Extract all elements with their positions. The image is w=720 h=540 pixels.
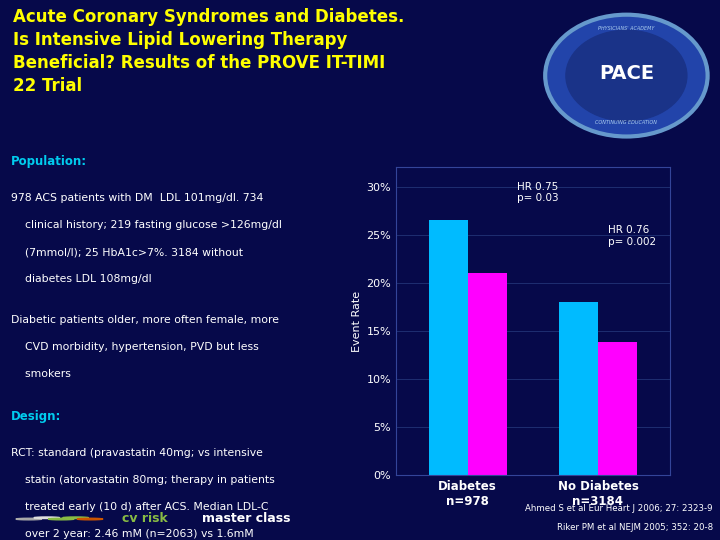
Text: Acute Coronary Syndromes and Diabetes.
Is Intensive Lipid Lowering Therapy
Benef: Acute Coronary Syndromes and Diabetes. I… [12,8,404,95]
Text: cv risk: cv risk [122,512,168,525]
Text: 978 ACS patients with DM  LDL 101mg/dl. 734: 978 ACS patients with DM LDL 101mg/dl. 7… [11,193,264,204]
Circle shape [48,518,74,520]
Y-axis label: Event Rate: Event Rate [352,291,362,352]
Circle shape [34,517,60,518]
Bar [598,342,637,475]
Text: PACE: PACE [599,64,654,83]
Text: RCT: standard (pravastatin 40mg; vs intensive: RCT: standard (pravastatin 40mg; vs inte… [11,448,263,458]
Text: PHYSICIANS' ACADEMY: PHYSICIANS' ACADEMY [598,26,654,31]
Bar [559,302,598,475]
Circle shape [16,518,42,520]
Circle shape [63,517,89,518]
Text: statin (atorvastatin 80mg; therapy in patients: statin (atorvastatin 80mg; therapy in pa… [11,475,275,485]
Text: Diabetic patients older, more often female, more: Diabetic patients older, more often fema… [11,315,279,325]
Text: CONTINUING EDUCATION: CONTINUING EDUCATION [595,120,657,125]
Text: Riker PM et al NEJM 2005; 352: 20-8: Riker PM et al NEJM 2005; 352: 20-8 [557,523,713,532]
Text: Population:: Population: [11,154,87,168]
Text: (7mmol/l); 25 HbA1c>7%. 3184 without: (7mmol/l); 25 HbA1c>7%. 3184 without [11,247,243,258]
Text: Design:: Design: [11,409,61,422]
Bar [468,273,507,475]
Text: CVD morbidity, hypertension, PVD but less: CVD morbidity, hypertension, PVD but les… [11,342,258,352]
Text: smokers: smokers [11,369,71,379]
Text: diabetes LDL 108mg/dl: diabetes LDL 108mg/dl [11,274,152,285]
Text: HR 0.75
p= 0.03: HR 0.75 p= 0.03 [517,182,559,204]
Circle shape [77,518,103,520]
Text: over 2 year: 2.46 mM (n=2063) vs 1.6mM: over 2 year: 2.46 mM (n=2063) vs 1.6mM [11,529,253,539]
Text: treated early (10 d) after ACS. Median LDL-C: treated early (10 d) after ACS. Median L… [11,502,269,512]
Circle shape [566,30,687,121]
Text: Ahmed S et al Eur Heart J 2006; 27: 2323-9: Ahmed S et al Eur Heart J 2006; 27: 2323… [526,504,713,514]
Text: HR 0.76
p= 0.002: HR 0.76 p= 0.002 [608,225,657,247]
Circle shape [545,15,708,137]
Text: master class: master class [202,512,290,525]
Bar [428,220,468,475]
Text: clinical history; 219 fasting glucose >126mg/dl: clinical history; 219 fasting glucose >1… [11,220,282,231]
